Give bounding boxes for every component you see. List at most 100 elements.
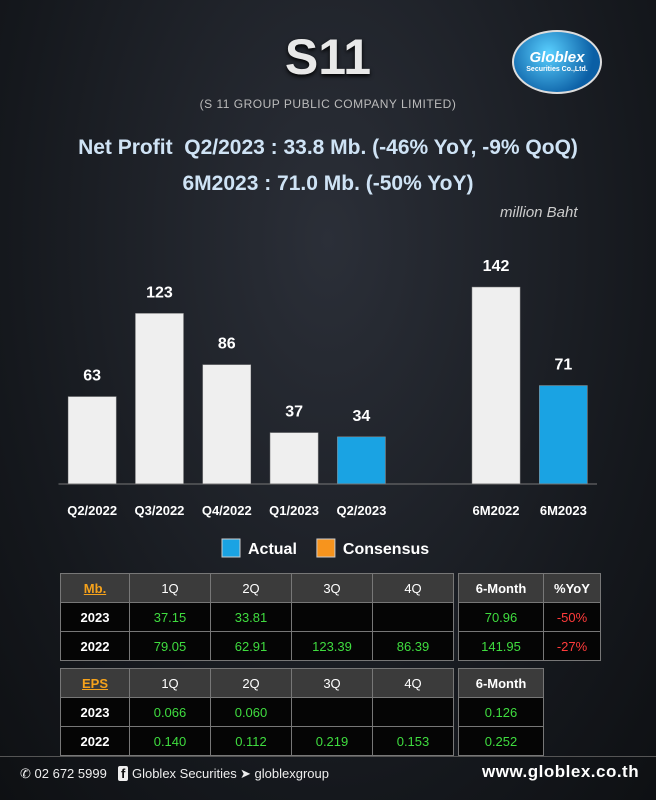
logo-subtext: Securities Co.,Ltd. [526, 66, 588, 73]
header-cell: 6-Month [458, 668, 544, 698]
telegram: ➤ globlexgroup [240, 766, 329, 781]
header-row: EPS 1Q 2Q 3Q 4Q [60, 668, 454, 698]
x-tick-label: 6M2022 [473, 503, 520, 518]
table: 6-Month %YoY 70.96 -50% 141.95 -27% [458, 573, 601, 661]
bar [135, 313, 184, 485]
row: 2022 0.140 0.112 0.219 0.153 [60, 726, 454, 756]
subtitle: (S 11 GROUP PUBLIC COMPANY LIMITED) [199, 97, 457, 111]
cell: 123.39 [291, 631, 373, 661]
table: 6-Month 0.126 0.252 [458, 668, 544, 756]
value-label: 37 [285, 404, 303, 421]
headline: 6M2023 : 71.0 Mb. (-50% YoY) [182, 172, 474, 195]
logo-text: Globlex [529, 49, 585, 66]
cell: 0.252 [458, 726, 544, 756]
row: 70.96 -50% [458, 602, 601, 632]
row: 0.126 [458, 697, 544, 727]
side-table: 6-Month %YoY 70.96 -50% 141.95 -27% [458, 573, 601, 661]
value-label: 71 [554, 357, 572, 374]
cell: 0.112 [210, 726, 292, 756]
chart: Q2/2022 63 Q3/2022 123 Q4/2022 86 Q1/2023 37 Q2/… [58, 258, 597, 558]
row: 141.95 -27% [458, 631, 601, 661]
value-label: 142 [483, 258, 510, 275]
data-table: Mb. 1Q 2Q 3Q 4Q 2023 37.15 33.81 2022 79.05 62.91 1… [60, 573, 454, 661]
facebook-text: Globlex Securities [131, 766, 237, 781]
x-tick-label: Q4/2022 [202, 503, 252, 518]
row: 2023 0.066 0.060 [60, 697, 454, 727]
data-table: EPS 1Q 2Q 3Q 4Q 2023 0.066 0.060 2022 0.140 0.112 0… [60, 668, 454, 756]
divider [0, 756, 656, 757]
x-tick-label: Q1/2023 [269, 503, 319, 518]
cell: 0.060 [210, 697, 292, 727]
cell [372, 697, 454, 727]
legend-label: Actual [248, 541, 297, 558]
cell: 86.39 [372, 631, 454, 661]
cell: 79.05 [129, 631, 211, 661]
header-cell: 1Q [129, 573, 211, 603]
cell: 141.95 [458, 631, 544, 661]
header-row: 6-Month [458, 668, 544, 698]
cell [291, 697, 373, 727]
cell: 2023 [60, 602, 130, 632]
header-cell: 2Q [210, 573, 292, 603]
bar [337, 436, 386, 485]
x-tick-label: Q2/2023 [336, 503, 386, 518]
title: S11 [284, 29, 372, 85]
row: 0.252 [458, 726, 544, 756]
cell: 0.219 [291, 726, 373, 756]
cell: -50% [543, 602, 601, 632]
row: 2023 37.15 33.81 [60, 602, 454, 632]
header-cell: 1Q [129, 668, 211, 698]
value-label: 123 [146, 284, 173, 301]
value-label: 34 [353, 408, 371, 425]
cell: 70.96 [458, 602, 544, 632]
header-cell: Mb. [60, 573, 130, 603]
cell: 37.15 [129, 602, 211, 632]
header-cell: %YoY [543, 573, 601, 603]
unit-note: million Baht [500, 204, 578, 221]
bar [202, 364, 252, 485]
header-cell: 4Q [372, 668, 454, 698]
cell: -27% [543, 631, 601, 661]
telegram-text: globlexgroup [254, 766, 329, 781]
cell [291, 602, 373, 632]
header-cell: 4Q [372, 573, 454, 603]
value-label: 63 [83, 368, 101, 385]
legend-label: Consensus [343, 541, 429, 558]
cell: 2022 [60, 631, 130, 661]
side-table: 6-Month 0.126 0.252 [458, 668, 544, 756]
header-cell: 3Q [291, 573, 373, 603]
x-tick-label: Q2/2022 [67, 503, 117, 518]
header-cell: 2Q [210, 668, 292, 698]
cell: 2022 [60, 726, 130, 756]
table: Mb. 1Q 2Q 3Q 4Q 2023 37.15 33.81 2022 79.05 62.91 1… [60, 573, 454, 661]
facebook: f Globlex Securities [118, 766, 237, 781]
phone-text: 02 672 5999 [34, 766, 107, 781]
x-tick-label: Q3/2022 [135, 503, 185, 518]
phone: ✆ 02 672 5999 [20, 766, 107, 781]
cell: 0.153 [372, 726, 454, 756]
cell: 0.140 [129, 726, 211, 756]
header-row: Mb. 1Q 2Q 3Q 4Q [60, 573, 454, 603]
cell: 33.81 [210, 602, 292, 632]
bar [471, 286, 521, 485]
bar [67, 396, 117, 485]
header-row: 6-Month %YoY [458, 573, 601, 603]
website[interactable]: www.globlex.co.th [482, 762, 640, 781]
value-label: 86 [218, 336, 236, 353]
cell [372, 602, 454, 632]
legend-swatch [316, 538, 336, 558]
bar [539, 385, 588, 485]
header-cell: EPS [60, 668, 130, 698]
legend-swatch [221, 538, 241, 558]
row: 2022 79.05 62.91 123.39 86.39 [60, 631, 454, 661]
cell: 0.126 [458, 697, 544, 727]
headline: Net Profit Q2/2023 : 33.8 Mb. (-46% YoY,… [78, 136, 578, 159]
table: EPS 1Q 2Q 3Q 4Q 2023 0.066 0.060 2022 0.140 0.112 0… [60, 668, 454, 756]
cell: 0.066 [129, 697, 211, 727]
x-tick-label: 6M2023 [540, 503, 587, 518]
cell: 62.91 [210, 631, 292, 661]
header-cell: 3Q [291, 668, 373, 698]
bar [269, 432, 319, 485]
logo: Globlex Securities Co.,Ltd. [512, 30, 602, 94]
